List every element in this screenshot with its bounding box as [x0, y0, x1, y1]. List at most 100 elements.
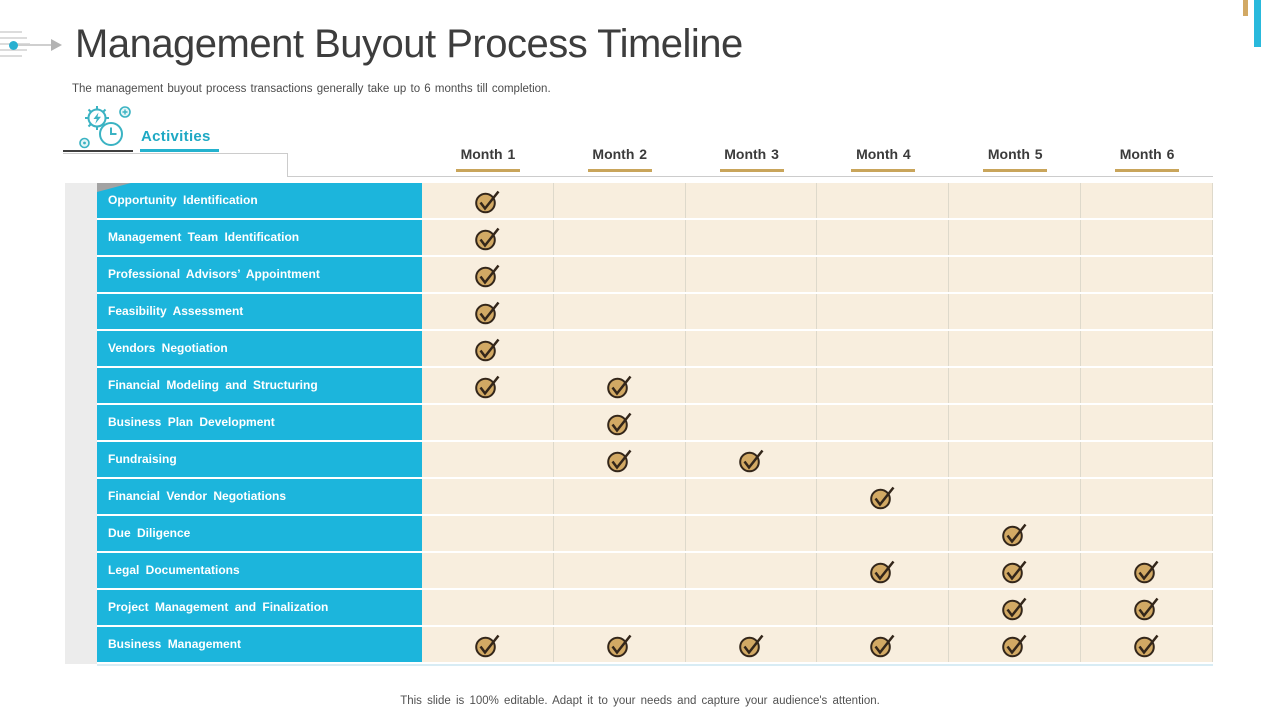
check-circle-icon: [1002, 523, 1027, 546]
timeline-cell: [817, 405, 950, 440]
table-row: [422, 220, 1213, 255]
tab-border-top: [63, 153, 288, 154]
activity-label: Legal Documentations: [97, 553, 422, 588]
page-subtitle: The management buyout process transactio…: [72, 83, 551, 95]
timeline-cell: [686, 516, 818, 551]
timeline-cell: [949, 516, 1082, 551]
timeline-cell: [554, 590, 686, 625]
month-underline: [1115, 169, 1180, 172]
footer-note: This slide is 100% editable. Adapt it to…: [400, 695, 880, 707]
month-header: Month 1: [422, 146, 554, 172]
activities-underline: [140, 149, 219, 152]
timeline-cell: [1081, 331, 1213, 366]
gear-clock-icon: [79, 106, 131, 149]
title-arrow-decoration: [0, 31, 64, 65]
month-header-label: Month 5: [987, 146, 1043, 162]
check-circle-icon: [475, 264, 500, 287]
timeline-cell: [554, 257, 686, 292]
table-row: [422, 183, 1213, 218]
timeline-cell: [686, 220, 818, 255]
timeline-cell: [817, 368, 950, 403]
timeline-cell: [1081, 516, 1213, 551]
month-header: Month 5: [949, 146, 1081, 172]
check-circle-icon: [1002, 634, 1027, 657]
check-circle-icon: [1134, 634, 1159, 657]
table-row: [422, 479, 1213, 514]
timeline-cell: [817, 257, 950, 292]
check-circle-icon: [738, 634, 764, 657]
timeline-cell: [817, 331, 950, 366]
fold-corner: [97, 183, 131, 192]
timeline-cell: [949, 257, 1082, 292]
timeline-cell: [554, 294, 686, 329]
arrow-dot: [9, 41, 18, 50]
timeline-cell: [949, 368, 1082, 403]
timeline-cell: [686, 590, 818, 625]
timeline-cell: [686, 442, 818, 477]
check-circle-icon: [475, 634, 500, 657]
timeline-cell: [554, 368, 686, 403]
timeline-cell: [817, 442, 950, 477]
month-header: Month 4: [817, 146, 949, 172]
page-title: Management Buyout Process Timeline: [75, 22, 743, 66]
timeline-cell: [422, 220, 554, 255]
timeline-cell: [422, 516, 554, 551]
table-row: [422, 553, 1213, 588]
timeline-cell: [422, 590, 554, 625]
table-row: [422, 516, 1213, 551]
timeline-cell: [1081, 220, 1213, 255]
timeline-cell: [686, 479, 818, 514]
month-underline: [851, 169, 916, 172]
timeline-cell: [949, 442, 1082, 477]
timeline-cell: [949, 183, 1082, 218]
month-header-label: Month 2: [592, 146, 648, 162]
timeline-cell: [554, 220, 686, 255]
check-circle-icon: [475, 375, 500, 398]
timeline-cell: [422, 405, 554, 440]
activity-label: Financial Vendor Negotiations: [97, 479, 422, 514]
timeline-cell: [817, 479, 950, 514]
timeline-cell: [1081, 627, 1213, 662]
timeline-cell: [686, 627, 818, 662]
timeline-cell: [1081, 405, 1213, 440]
timeline-cell: [554, 442, 686, 477]
timeline-cell: [554, 183, 686, 218]
timeline-cell: [817, 516, 950, 551]
timeline-cell: [686, 257, 818, 292]
table-row: [422, 294, 1213, 329]
check-circle-icon: [870, 486, 895, 509]
check-circle-icon: [606, 375, 632, 398]
month-underline: [719, 169, 784, 172]
activity-label: Business Management: [97, 627, 422, 662]
activity-label: Management Team Identification: [97, 220, 422, 255]
timeline-cell: [1081, 257, 1213, 292]
check-circle-icon: [475, 338, 500, 361]
activity-label: Feasibility Assessment: [97, 294, 422, 329]
timeline-cell: [422, 368, 554, 403]
timeline-cell: [949, 294, 1082, 329]
timeline-cell: [817, 183, 950, 218]
month-underline: [587, 169, 652, 172]
timeline-cell: [554, 405, 686, 440]
timeline-cell: [949, 627, 1082, 662]
timeline-cell: [686, 331, 818, 366]
month-header: Month 2: [554, 146, 686, 172]
timeline-cell: [817, 627, 950, 662]
check-circle-icon: [1134, 560, 1159, 583]
check-circle-icon: [475, 227, 500, 250]
timeline-cell: [686, 294, 818, 329]
timeline-cell: [554, 553, 686, 588]
table-row: [422, 405, 1213, 440]
check-circle-icon: [1002, 597, 1027, 620]
table-bottom-edge: [97, 664, 1213, 666]
check-circle-icon: [606, 634, 632, 657]
check-circle-icon: [870, 634, 895, 657]
month-header-label: Month 6: [1119, 146, 1175, 162]
timeline-cell: [554, 627, 686, 662]
timeline-cell: [422, 331, 554, 366]
timeline-cell: [422, 553, 554, 588]
month-header-row: Month 1 Month 2 Month 3 Month 4 Month 5 Month…: [422, 146, 1213, 172]
check-circle-icon: [870, 560, 895, 583]
timeline-cell: [949, 331, 1082, 366]
